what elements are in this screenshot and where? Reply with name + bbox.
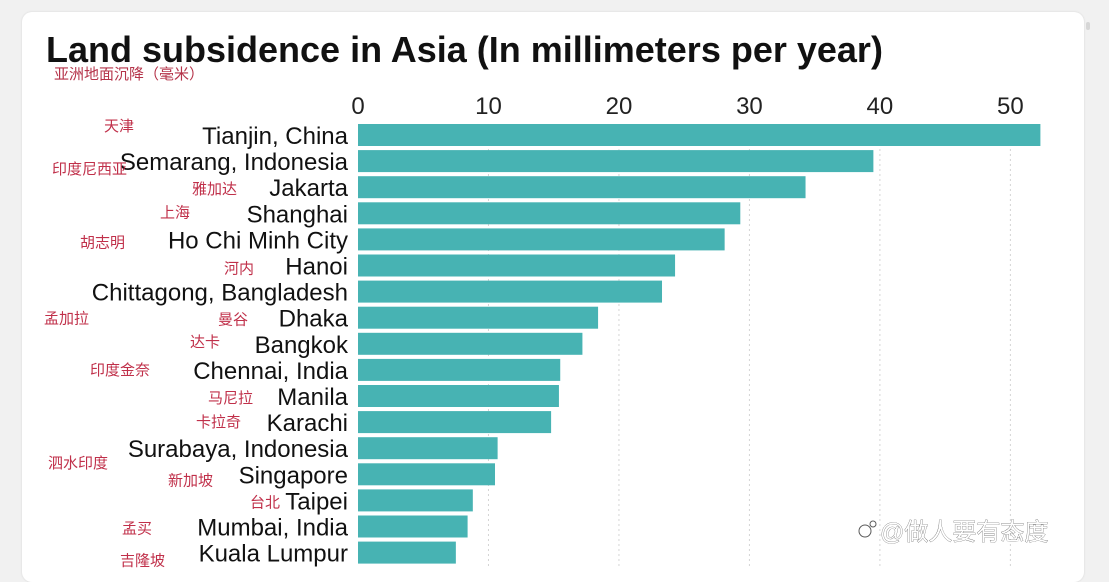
scrollbar-indicator[interactable] (1086, 22, 1090, 30)
bar (358, 254, 676, 277)
paw-icon (858, 524, 872, 538)
category-label: Shanghai (247, 201, 348, 228)
chinese-annotation: 曼谷 (218, 312, 248, 329)
x-tick-label: 20 (606, 93, 633, 120)
chinese-annotation: 马尼拉 (208, 390, 253, 407)
category-label: Hanoi (285, 254, 348, 281)
bar (358, 124, 1041, 146)
category-label: Mumbai, India (197, 515, 348, 542)
bar (358, 489, 473, 512)
category-label: Jakarta (269, 175, 348, 202)
bar (358, 228, 725, 251)
category-label: Karachi (267, 410, 348, 437)
chinese-annotation: 印度金奈 (90, 362, 150, 379)
bar (358, 385, 559, 407)
bar (358, 306, 599, 329)
chinese-annotation: 达卡 (190, 334, 220, 351)
watermark: @做人要有态度 (858, 519, 1049, 546)
category-label: Manila (277, 384, 348, 411)
bar (358, 150, 874, 173)
bar (358, 202, 741, 225)
bar-chart: Land subsidence in Asia (In millimeters … (44, 29, 1049, 570)
bar (358, 358, 561, 381)
x-tick-label: 30 (736, 93, 763, 120)
x-tick-label: 40 (867, 93, 894, 120)
x-tick-label: 10 (475, 93, 502, 120)
category-label: Ho Chi Minh City (168, 227, 348, 254)
category-label: Chittagong, Bangladesh (92, 280, 348, 307)
chinese-annotation: 泗水印度 (48, 455, 108, 472)
category-label: Dhaka (279, 306, 349, 333)
chinese-annotation: 上海 (160, 204, 190, 221)
bar (358, 332, 583, 355)
paw-toe-icon (869, 520, 877, 528)
chinese-annotation: 印度尼西亚 (52, 161, 127, 178)
bar (358, 463, 495, 486)
category-label: Singapore (239, 462, 348, 489)
chinese-annotation: 胡志明 (80, 234, 125, 251)
category-label: Tianjin, China (202, 123, 349, 150)
category-label: Chennai, India (193, 358, 348, 385)
chinese-annotation: 新加坡 (168, 472, 213, 489)
x-tick-label: 0 (351, 93, 364, 120)
category-label: Bangkok (255, 332, 349, 359)
bar (358, 541, 456, 564)
category-label: Semarang, Indonesia (120, 149, 349, 176)
chinese-annotation: 雅加达 (192, 181, 237, 198)
chinese-annotation: 孟加拉 (44, 311, 89, 328)
watermark-text: @做人要有态度 (880, 519, 1048, 546)
category-label: Kuala Lumpur (199, 541, 348, 568)
bars (358, 124, 1041, 564)
chinese-annotation: 天津 (104, 118, 134, 135)
category-label: Taipei (285, 488, 348, 515)
category-label: Surabaya, Indonesia (128, 436, 349, 463)
chinese-annotation: 卡拉奇 (196, 414, 241, 431)
chinese-annotation: 河内 (224, 261, 254, 278)
bar (358, 515, 468, 538)
chart-title: Land subsidence in Asia (In millimeters … (46, 29, 883, 70)
bar (358, 411, 552, 434)
x-tick-label: 50 (997, 93, 1024, 120)
bar (358, 437, 498, 460)
chinese-annotation: 台北 (250, 494, 280, 511)
chinese-annotation: 孟买 (122, 521, 152, 538)
chinese-annotation: 吉隆坡 (120, 553, 165, 570)
x-axis-ticks: 0 10 20 30 40 50 (351, 93, 1023, 120)
bar (358, 176, 806, 199)
bar (358, 280, 663, 303)
chart-subtitle: 亚洲地面沉降（毫米） (54, 65, 204, 83)
